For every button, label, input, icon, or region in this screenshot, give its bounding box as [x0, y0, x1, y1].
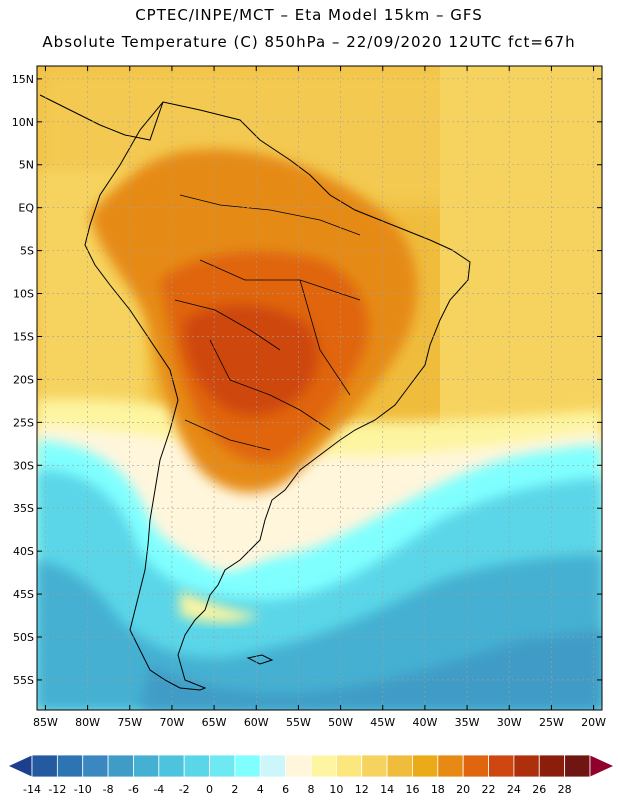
colorbar-tick-label: -14 [23, 783, 41, 796]
lat-label: 55S [13, 674, 34, 687]
colorbar-cell [361, 754, 388, 778]
lon-label: 70W [159, 716, 184, 729]
colorbar-tick-label: 10 [329, 783, 343, 796]
lon-label: 55W [286, 716, 311, 729]
field-hottest-core [184, 305, 319, 415]
colorbar-tick-label: 20 [456, 783, 470, 796]
colorbar-cell [259, 754, 287, 778]
central-america-coastline [39, 94, 164, 141]
lat-label: 15N [12, 73, 34, 86]
lon-label: 20W [581, 716, 606, 729]
colorbar-cell [56, 754, 84, 778]
colorbar-cell [513, 754, 540, 778]
colorbar-cell [209, 754, 236, 778]
colorbar-labels: -14 -12 -10 -8 -6 -4 -2 0 2 4 6 8 10 12 14 16 18 20 22 24 26… [23, 783, 572, 796]
temperature-field [37, 66, 602, 710]
colorbar-tick-label: 26 [532, 783, 546, 796]
lat-label: 30S [13, 459, 34, 472]
graticule [37, 66, 602, 710]
colorbar-tick-label: -6 [128, 783, 139, 796]
lat-label: 20S [13, 373, 34, 386]
lon-label: 45W [370, 716, 395, 729]
colorbar-tick-label: -8 [103, 783, 114, 796]
colorbar-cell [31, 754, 58, 778]
colorbar-tick-label: 22 [482, 783, 496, 796]
lat-label: 15S [13, 330, 34, 343]
colorbar-cells [7, 754, 615, 778]
colorbar-tick-label: 2 [231, 783, 238, 796]
colorbar-cell [234, 754, 261, 778]
lon-label: 85W [33, 716, 58, 729]
axis-ticks [37, 66, 602, 710]
lon-label: 25W [539, 716, 564, 729]
colorbar-cell [412, 754, 439, 778]
lat-label: 25S [13, 416, 34, 429]
colorbar-tick-label: 0 [206, 783, 213, 796]
south-america-coastline [84, 101, 471, 691]
colorbar-cell [133, 754, 160, 778]
lon-label: 65W [202, 716, 227, 729]
colorbar-left-arrow [7, 754, 33, 778]
lat-label: 10N [12, 116, 34, 129]
colorbar-cell [437, 754, 464, 778]
lon-label: 30W [497, 716, 522, 729]
country-borders [174, 194, 361, 451]
lon-label: 60W [244, 716, 269, 729]
colorbar-tick-label: -2 [179, 783, 190, 796]
lat-label: 50S [13, 631, 34, 644]
lat-label: 5S [20, 245, 34, 258]
lat-label: 5N [19, 159, 34, 172]
lon-label: 80W [75, 716, 100, 729]
colorbar-tick-label: -10 [74, 783, 92, 796]
colorbar-cell [462, 754, 489, 778]
colorbar-tick-label: 6 [282, 783, 289, 796]
colorbar-tick-label: 28 [558, 783, 572, 796]
colorbar-tick-label: 12 [355, 783, 369, 796]
map-title-line1: CPTEC/INPE/MCT – Eta Model 15km – GFS [135, 6, 483, 24]
map-title-line2: Absolute Temperature (C) 850hPa – 22/09/… [42, 33, 576, 51]
colorbar-cell [285, 754, 312, 778]
colorbar-cell [538, 754, 566, 778]
map-frame [36, 65, 603, 711]
lat-label: 10S [13, 288, 34, 301]
lon-label: 40W [412, 716, 437, 729]
colorbar-tick-label: 14 [380, 783, 394, 796]
colorbar-cell [564, 754, 591, 778]
colorbar-cell [107, 754, 134, 778]
coastlines [39, 94, 471, 691]
colorbar-tick-label: 4 [257, 783, 264, 796]
colorbar-cell [310, 754, 337, 778]
colorbar-cell [488, 754, 515, 778]
colorbar-tick-label: -12 [48, 783, 66, 796]
colorbar-right-arrow [589, 754, 615, 778]
colorbar-tick-label: 8 [308, 783, 315, 796]
lon-label: 75W [117, 716, 142, 729]
lat-label: 35S [13, 502, 34, 515]
field-band-deepblue [140, 630, 602, 710]
colorbar-tick-label: 24 [507, 783, 521, 796]
colorbar-cell [183, 754, 210, 778]
colorbar-tick-label: 16 [405, 783, 419, 796]
colorbar-tick-label: 18 [431, 783, 445, 796]
longitude-labels: 85W 80W 75W 70W 65W 60W 55W 50W 45W 40W 35W 30W 25W 2… [33, 716, 606, 729]
lat-label: EQ [18, 202, 34, 215]
colorbar-cell [386, 754, 413, 778]
colorbar-cell [335, 754, 363, 778]
latitude-labels: 15N 10N 5N EQ 5S 10S 15S 20S 25S 30S 35S 40S 45S 50S 5… [12, 73, 35, 687]
lon-label: 35W [455, 716, 480, 729]
colorbar-tick-label: -4 [153, 783, 164, 796]
lon-label: 50W [328, 716, 353, 729]
lat-label: 45S [13, 588, 34, 601]
lat-label: 40S [13, 545, 34, 558]
colorbar-cell [82, 754, 109, 778]
field-andes-cool [150, 470, 270, 571]
colorbar-cell [158, 754, 185, 778]
